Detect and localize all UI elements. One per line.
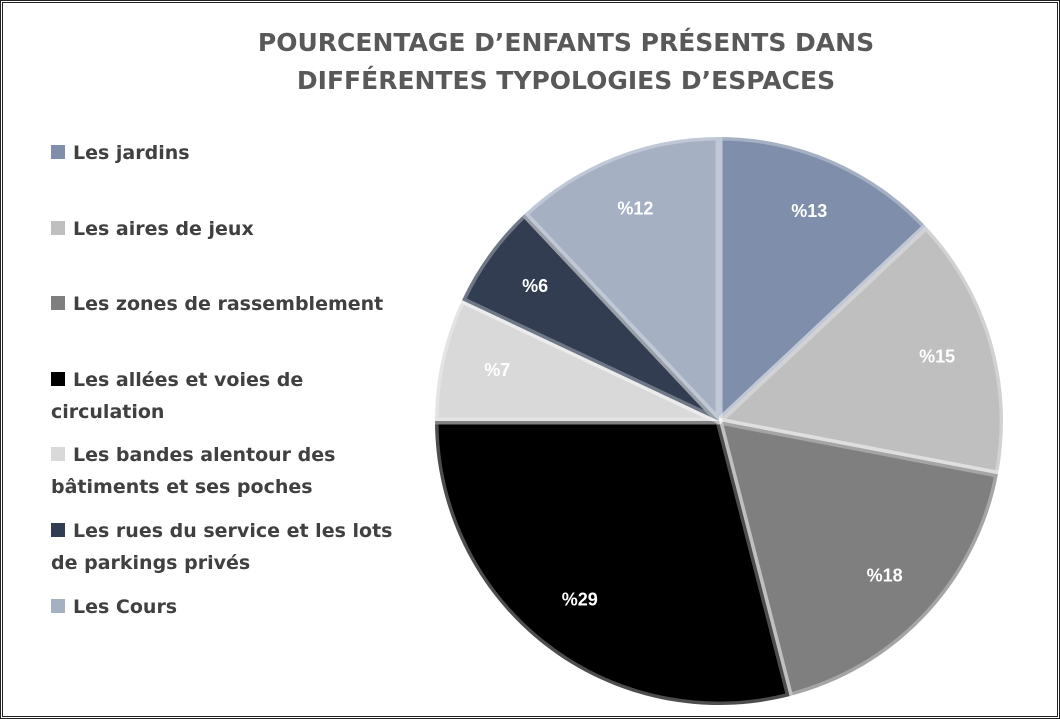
data-label: %12 bbox=[617, 199, 653, 219]
chart-title: POURCENTAGE D’ENFANTS PRÉSENTS DANS bbox=[258, 28, 874, 57]
pie-slice bbox=[521, 133, 723, 425]
legend-item: Les jardins bbox=[51, 137, 423, 169]
pie-slice bbox=[715, 417, 1002, 700]
data-label: %13 bbox=[791, 201, 827, 221]
data-label: %7 bbox=[484, 360, 510, 380]
legend-item: Les zones de rassemblement bbox=[51, 288, 423, 320]
legend-swatch bbox=[51, 220, 65, 235]
data-label: %6 bbox=[522, 276, 548, 296]
legend-item: Les allées et voies de circulation bbox=[51, 364, 423, 428]
legend-label: Les Cours bbox=[73, 595, 178, 618]
legend-item: Les bandes alentour des bâtiments et ses… bbox=[51, 439, 423, 503]
pie-slice bbox=[715, 133, 930, 425]
pie-slice bbox=[431, 296, 723, 425]
legend-item: Les aires de jeux bbox=[51, 213, 423, 245]
legend-label: Les jardins bbox=[73, 142, 190, 164]
legend-label: Les bandes alentour des bâtiments et ses… bbox=[51, 444, 336, 499]
legend-swatch bbox=[51, 371, 65, 386]
legend-swatch bbox=[51, 447, 65, 462]
legend-label: Les aires de jeux bbox=[73, 217, 254, 240]
legend-label: Les zones de rassemblement bbox=[73, 293, 384, 316]
data-label: %29 bbox=[562, 589, 598, 609]
chart: POURCENTAGE D’ENFANTS PRÉSENTS DANS DIFF… bbox=[258, 28, 1007, 709]
legend-item: Les Cours bbox=[51, 591, 423, 623]
pie-slice bbox=[458, 210, 723, 425]
legend-swatch bbox=[51, 296, 65, 311]
legend-swatch bbox=[51, 145, 65, 159]
legend-label: Les rues du service et les lots de parki… bbox=[51, 520, 393, 574]
legend-label: Les allées et voies de circulation bbox=[51, 368, 304, 423]
data-label: %18 bbox=[867, 565, 903, 585]
data-label: %15 bbox=[919, 346, 955, 366]
pie-slice bbox=[715, 223, 1007, 478]
pie-slice bbox=[431, 417, 794, 709]
legend-swatch bbox=[51, 598, 65, 613]
legend-item: Les rues du service et les lots de parki… bbox=[51, 515, 423, 579]
chart-title: DIFFÉRENTES TYPOLOGIES D’ESPACES bbox=[297, 66, 835, 95]
legend-swatch bbox=[51, 523, 65, 537]
